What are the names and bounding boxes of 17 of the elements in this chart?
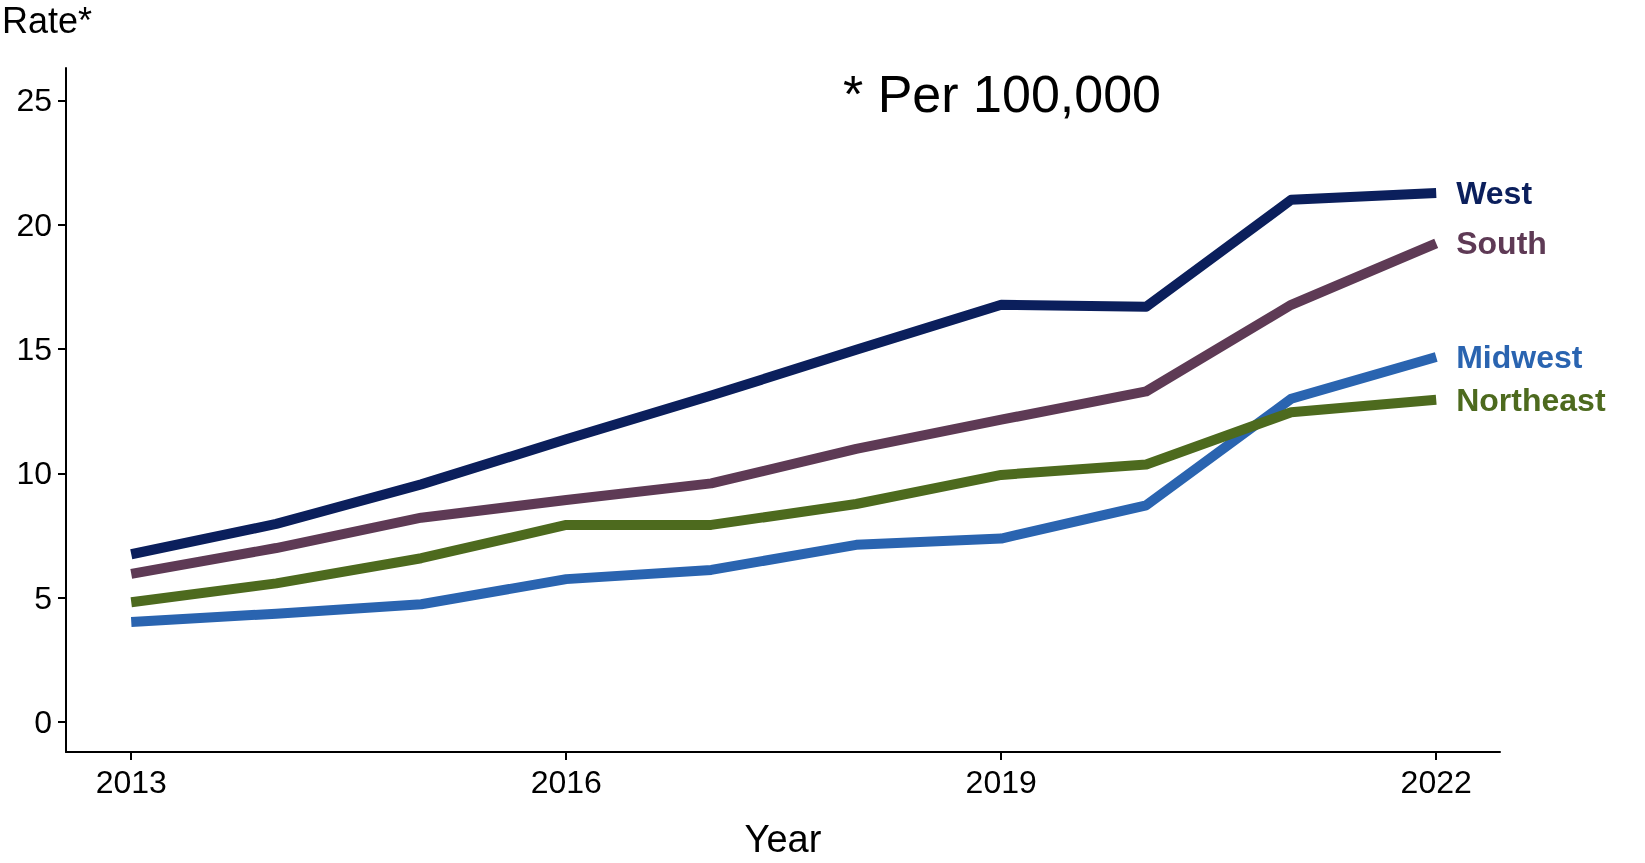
x-tick-label: 2013 [95,764,167,800]
series-label: South [1456,225,1547,262]
series-label: West [1456,175,1533,212]
y-tick-label: 15 [16,331,52,368]
x-tick-label: 2022 [1400,764,1472,800]
y-tick-label: 20 [16,206,52,243]
series-label: Midwest [1456,339,1583,376]
annotation: * Per 100,000 [843,65,1162,123]
series-label: Northeast [1456,381,1606,418]
y-tick-label: 10 [16,455,52,492]
x-tick-label: 2019 [965,764,1037,800]
y-tick-label: 25 [16,82,52,119]
y-axis-title: Rate* [2,0,93,41]
y-tick-label: 5 [34,579,52,616]
y-tick-label: 0 [34,704,52,741]
x-axis-title: Year [744,818,822,860]
x-tick-label: 2016 [530,764,602,800]
